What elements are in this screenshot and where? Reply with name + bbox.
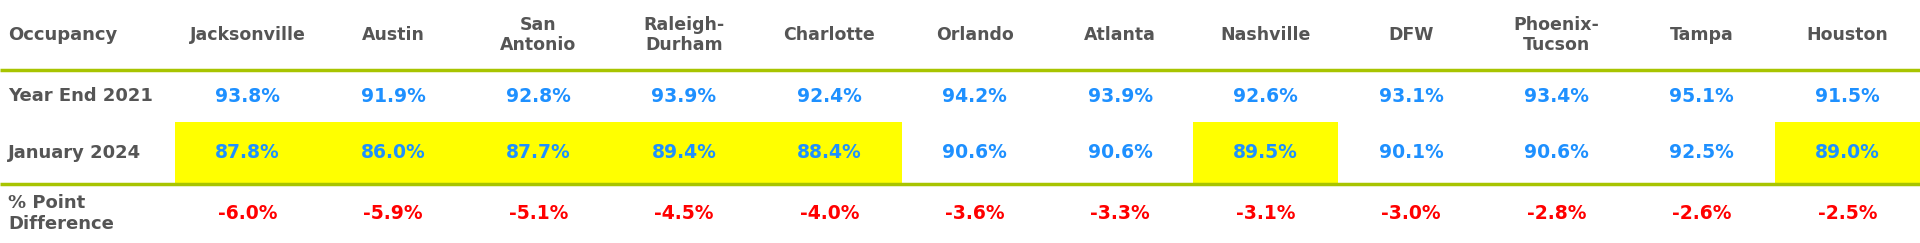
Text: 90.1%: 90.1% xyxy=(1379,144,1444,163)
Bar xyxy=(467,122,611,184)
Text: 93.9%: 93.9% xyxy=(1087,87,1152,105)
Text: Austin: Austin xyxy=(361,26,424,44)
Text: -3.1%: -3.1% xyxy=(1236,204,1296,223)
Bar xyxy=(175,122,321,184)
Text: -5.9%: -5.9% xyxy=(363,204,422,223)
Text: Charlotte: Charlotte xyxy=(783,26,876,44)
Text: 90.6%: 90.6% xyxy=(943,144,1008,163)
Text: 92.8%: 92.8% xyxy=(507,87,570,105)
Text: 89.4%: 89.4% xyxy=(651,144,716,163)
Text: 93.9%: 93.9% xyxy=(651,87,716,105)
Text: 92.6%: 92.6% xyxy=(1233,87,1298,105)
Bar xyxy=(611,122,756,184)
Text: January 2024: January 2024 xyxy=(8,144,142,162)
Text: 87.8%: 87.8% xyxy=(215,144,280,163)
Bar xyxy=(1338,122,1484,184)
Text: % Point
Difference: % Point Difference xyxy=(8,194,113,233)
Text: 93.8%: 93.8% xyxy=(215,87,280,105)
Text: 89.5%: 89.5% xyxy=(1233,144,1298,163)
Text: 93.1%: 93.1% xyxy=(1379,87,1444,105)
Text: -4.5%: -4.5% xyxy=(655,204,714,223)
Text: -3.3%: -3.3% xyxy=(1091,204,1150,223)
Text: -2.5%: -2.5% xyxy=(1818,204,1878,223)
Bar xyxy=(1048,122,1192,184)
Text: Phoenix-
Tucson: Phoenix- Tucson xyxy=(1513,16,1599,54)
Text: Nashville: Nashville xyxy=(1221,26,1311,44)
Text: DFW: DFW xyxy=(1388,26,1434,44)
Text: Orlando: Orlando xyxy=(935,26,1014,44)
Text: 93.4%: 93.4% xyxy=(1524,87,1590,105)
Text: 89.0%: 89.0% xyxy=(1814,144,1880,163)
Text: Houston: Houston xyxy=(1807,26,1887,44)
Text: Jacksonville: Jacksonville xyxy=(190,26,305,44)
Bar xyxy=(1192,122,1338,184)
Text: Raleigh-
Durham: Raleigh- Durham xyxy=(643,16,724,54)
Text: 91.9%: 91.9% xyxy=(361,87,426,105)
Text: 90.6%: 90.6% xyxy=(1089,144,1152,163)
Bar xyxy=(1774,122,1920,184)
Text: -4.0%: -4.0% xyxy=(799,204,858,223)
Bar xyxy=(1484,122,1630,184)
Text: Year End 2021: Year End 2021 xyxy=(8,87,154,105)
Text: Tampa: Tampa xyxy=(1670,26,1734,44)
Text: -3.0%: -3.0% xyxy=(1380,204,1440,223)
Text: -3.6%: -3.6% xyxy=(945,204,1004,223)
Bar xyxy=(756,122,902,184)
Text: 92.4%: 92.4% xyxy=(797,87,862,105)
Text: 95.1%: 95.1% xyxy=(1670,87,1734,105)
Bar xyxy=(902,122,1048,184)
Text: 94.2%: 94.2% xyxy=(943,87,1008,105)
Text: -5.1%: -5.1% xyxy=(509,204,568,223)
Bar xyxy=(321,122,467,184)
Bar xyxy=(1630,122,1774,184)
Text: 90.6%: 90.6% xyxy=(1524,144,1590,163)
Text: Atlanta: Atlanta xyxy=(1085,26,1156,44)
Text: 87.7%: 87.7% xyxy=(507,144,570,163)
Text: 92.5%: 92.5% xyxy=(1668,144,1734,163)
Text: -2.8%: -2.8% xyxy=(1526,204,1586,223)
Text: Occupancy: Occupancy xyxy=(8,26,117,44)
Text: San
Antonio: San Antonio xyxy=(501,16,576,54)
Text: 86.0%: 86.0% xyxy=(361,144,426,163)
Text: -6.0%: -6.0% xyxy=(219,204,278,223)
Text: 91.5%: 91.5% xyxy=(1814,87,1880,105)
Text: -2.6%: -2.6% xyxy=(1672,204,1732,223)
Text: 88.4%: 88.4% xyxy=(797,144,862,163)
